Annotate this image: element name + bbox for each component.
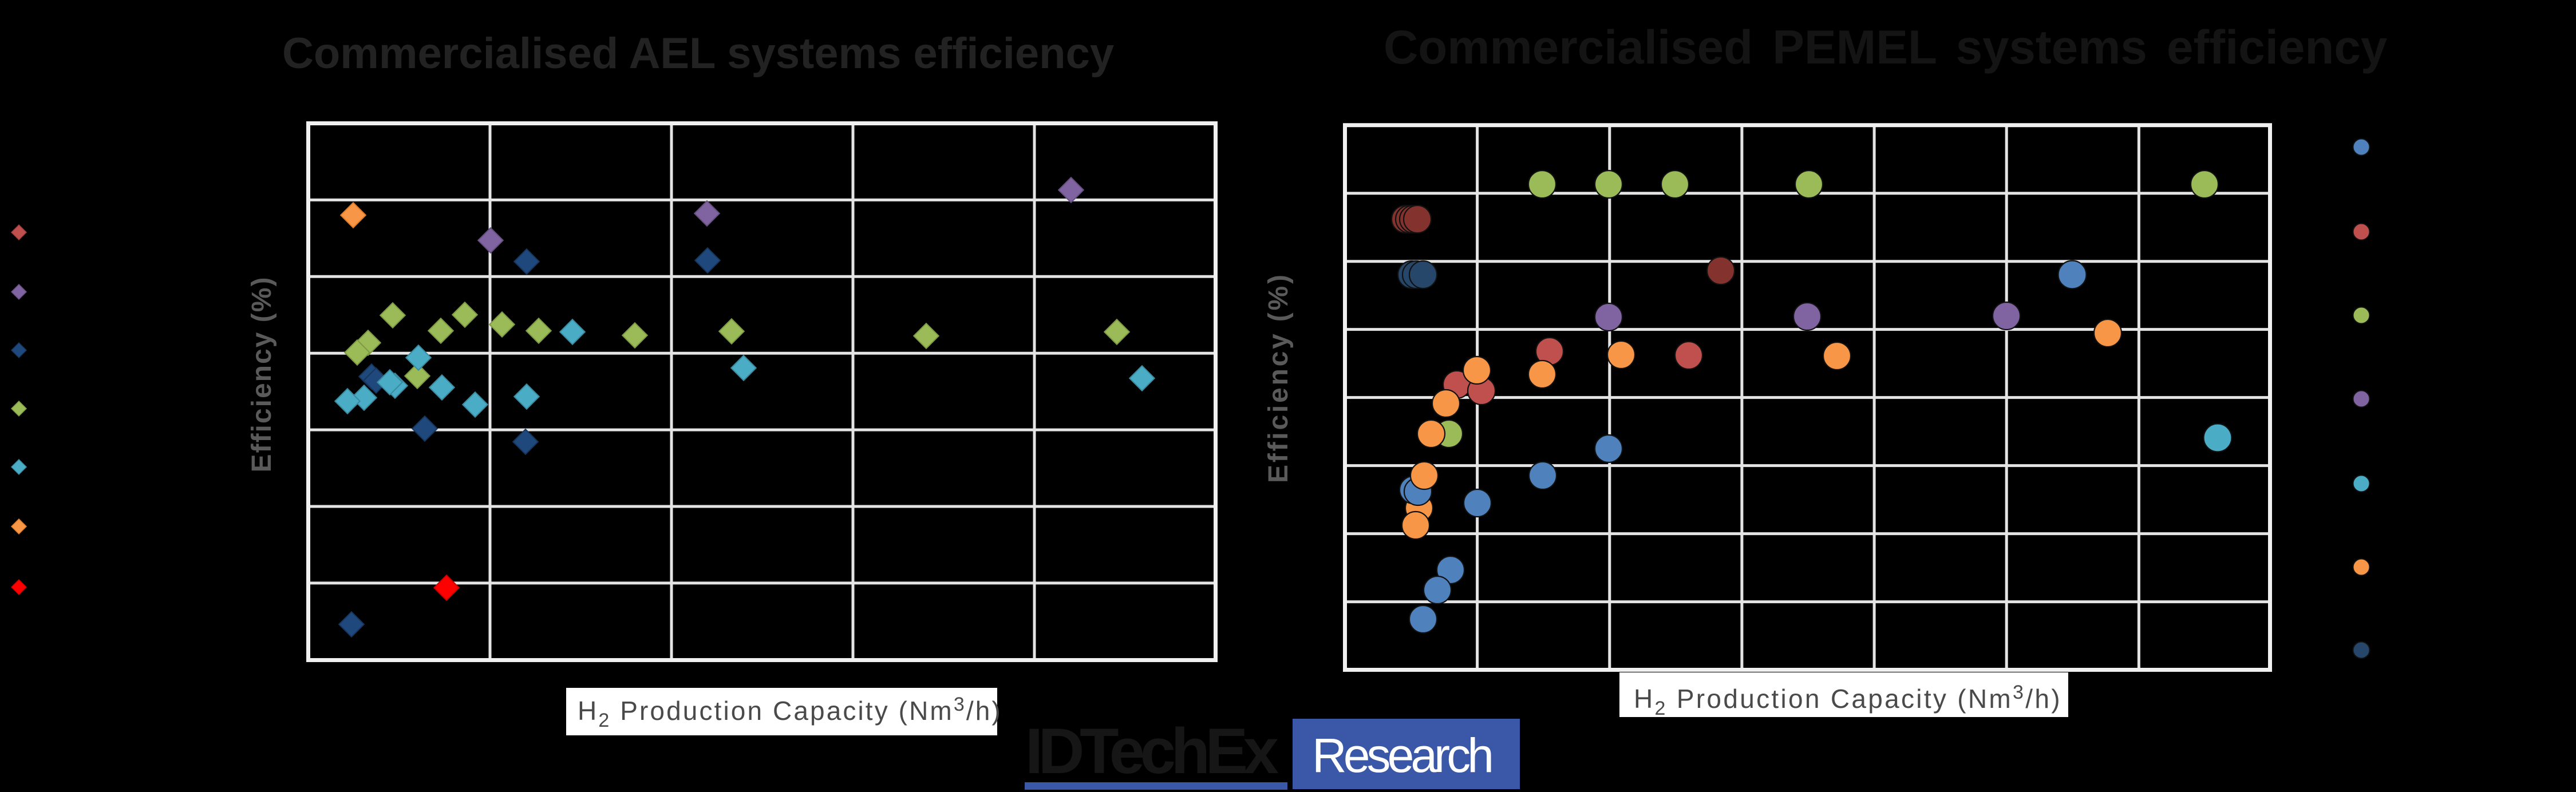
svg-text:Efficiency (%): Efficiency (%): [247, 278, 277, 473]
svg-text:H2 Production Capacity (Nm3/h): H2 Production Capacity (Nm3/h): [578, 694, 1002, 731]
svg-text:IDTechEx: IDTechEx: [1025, 715, 1279, 787]
svg-text:Efficiency (%): Efficiency (%): [1263, 275, 1294, 483]
svg-text:Commercialised PEMEL systems e: Commercialised PEMEL systems efficiency: [1384, 20, 2387, 74]
svg-text:Research: Research: [1312, 728, 1494, 782]
svg-text:Commercialised AEL systems eff: Commercialised AEL systems efficiency: [282, 29, 1114, 78]
svg-text:H2 Production Capacity (Nm3/h): H2 Production Capacity (Nm3/h): [1634, 682, 2062, 719]
